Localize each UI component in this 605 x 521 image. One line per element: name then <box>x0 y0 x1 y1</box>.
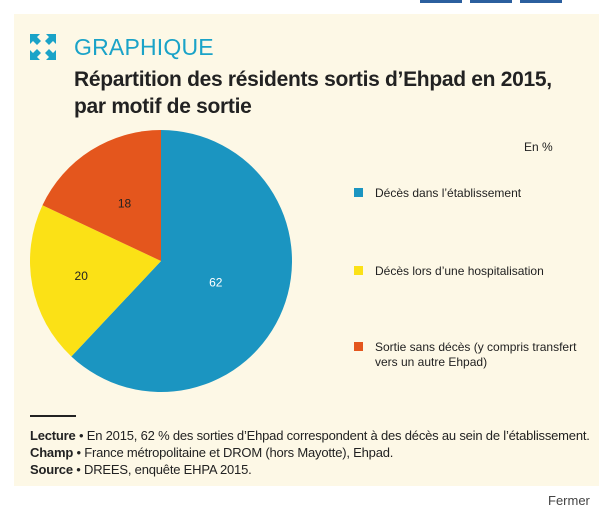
graphique-label: GRAPHIQUE <box>74 34 214 60</box>
legend-item-deces-etablissement: Décès dans l’établissement <box>354 186 585 201</box>
chart-title: Répartition des résidents sortis d’Ehpad… <box>74 66 584 120</box>
note-source-key: Source <box>30 462 73 477</box>
notes-divider <box>30 415 76 417</box>
chart-title-line2: par motif de sortie <box>74 95 252 118</box>
legend-item-deces-hospitalisation: Décès lors d’une hospitalisation <box>354 264 585 279</box>
background-bar <box>420 0 462 3</box>
expand-arrows-icon[interactable] <box>28 32 58 62</box>
note-lecture-key: Lecture <box>30 428 76 443</box>
pie-slice-deces-hospitalisation <box>30 205 161 357</box>
note-source: Source • DREES, enquête EHPA 2015. <box>30 462 252 477</box>
unit-label: En % <box>524 140 553 154</box>
chart-title-line1: Répartition des résidents sortis d’Ehpad… <box>74 68 552 91</box>
note-lecture-text: • En 2015, 62 % des sorties d’Ehpad corr… <box>75 428 590 443</box>
legend-label: Décès lors d’une hospitalisation <box>375 264 544 278</box>
legend-item-sortie-sans-deces: Sortie sans décès (y compris transfert v… <box>354 340 585 370</box>
background-bar <box>520 0 562 3</box>
data-label: 62 <box>209 276 223 290</box>
note-lecture: Lecture • En 2015, 62 % des sorties d’Eh… <box>30 428 590 443</box>
chart-modal: GRAPHIQUE Répartition des résidents sort… <box>14 14 599 486</box>
pie-chart: 62 20 18 <box>30 130 292 392</box>
note-champ: Champ • France métropolitaine et DROM (h… <box>30 445 393 460</box>
close-button[interactable]: Fermer <box>548 493 590 508</box>
note-source-text: • DREES, enquête EHPA 2015. <box>72 462 252 477</box>
note-champ-text: • France métropolitaine et DROM (hors Ma… <box>73 445 394 460</box>
legend-swatch-deces-etablissement <box>354 188 363 197</box>
pie-slice-deces-etablissement <box>71 130 292 392</box>
legend-label: Décès dans l’établissement <box>375 186 522 200</box>
legend-label-line2: vers un autre Ehpad) <box>375 355 488 369</box>
note-champ-key: Champ <box>30 445 74 460</box>
legend-swatch-deces-hospitalisation <box>354 266 363 275</box>
legend-swatch-sortie-sans-deces <box>354 342 363 351</box>
pie-slice-sortie-sans-deces <box>42 130 162 261</box>
modal-frame-edge <box>599 10 605 521</box>
background-bar <box>470 0 512 3</box>
data-label: 20 <box>75 269 89 283</box>
data-label: 18 <box>118 196 132 210</box>
legend-label-line1: Sortie sans décès (y compris transfert <box>375 340 577 354</box>
